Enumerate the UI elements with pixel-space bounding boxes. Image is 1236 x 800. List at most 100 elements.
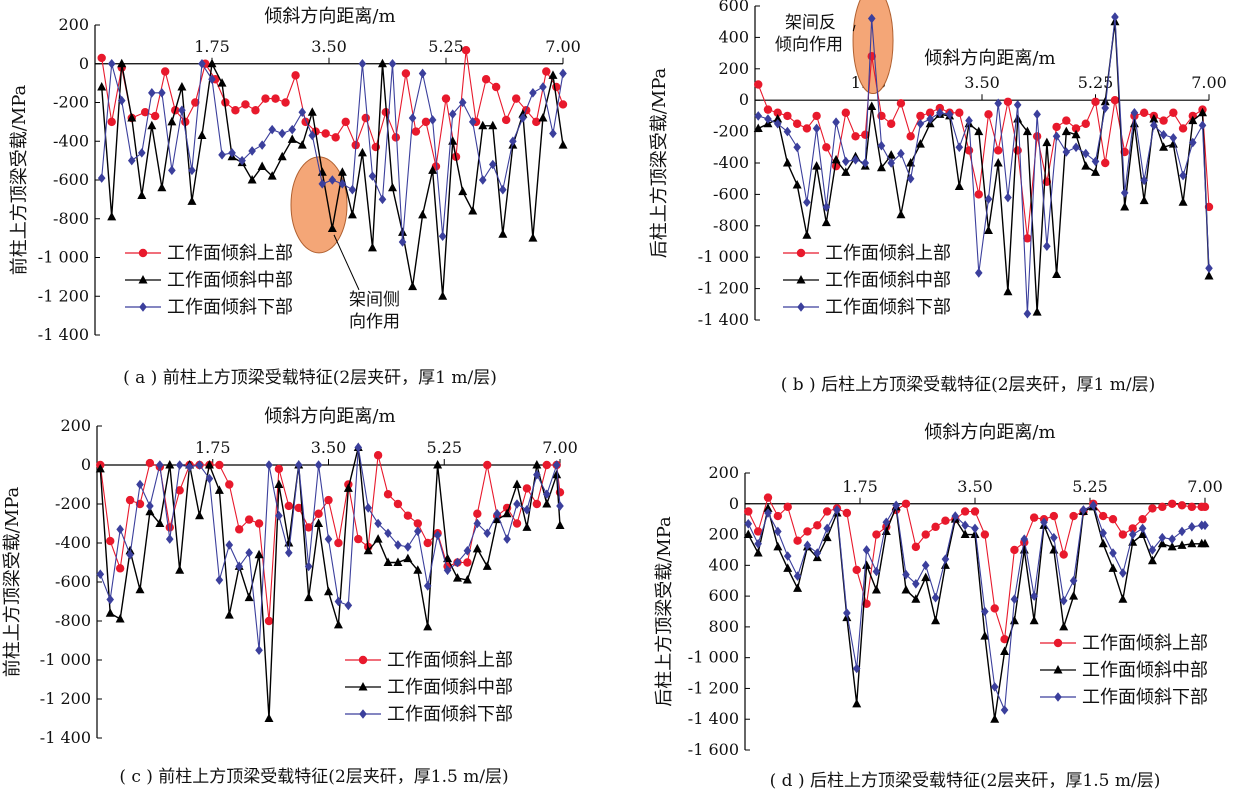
series-3-point <box>843 608 851 618</box>
series-1-point <box>911 542 921 552</box>
series-3-point <box>384 528 392 539</box>
series-3-point <box>744 518 753 529</box>
series-3-point <box>428 115 437 125</box>
series-2-point <box>753 548 763 557</box>
series-1-point <box>1138 514 1147 524</box>
series-3-point <box>493 508 501 519</box>
series-2-point <box>423 621 433 631</box>
series-2-point <box>307 107 317 116</box>
series-2-point <box>107 211 117 221</box>
series-1-point <box>984 110 993 119</box>
series-2-point <box>482 561 492 570</box>
legend-marker <box>797 302 805 312</box>
x-tick-label: 7.00 <box>542 438 578 457</box>
series-2-point <box>175 565 185 574</box>
series-2-point <box>224 610 234 619</box>
series-3-point <box>158 88 166 98</box>
series-2-point <box>413 565 423 574</box>
series-3-point <box>1119 568 1127 578</box>
series-3-point <box>258 140 266 150</box>
series-2-point <box>187 196 197 205</box>
series-2-point <box>1098 538 1108 548</box>
series-3-point <box>116 524 124 535</box>
series-3-point <box>404 542 412 552</box>
series-1-point <box>916 111 925 121</box>
series-3-point <box>1188 137 1197 148</box>
annotation-text: 架间反 <box>785 13 836 33</box>
series-2-point <box>783 563 793 572</box>
series-1-point <box>851 132 860 141</box>
series-3-point <box>195 460 204 470</box>
series-2-point <box>155 518 165 527</box>
series-3-point <box>862 545 871 555</box>
y-axis-title: 后柱上方顶梁受载/MPa <box>649 67 670 258</box>
legend-marker <box>796 275 806 284</box>
series-2-point <box>802 230 812 239</box>
series-3-point <box>413 526 422 537</box>
x-tick-label: 1.75 <box>195 438 231 457</box>
series-2-point <box>522 522 532 531</box>
series-3-point <box>990 682 999 692</box>
series-1-point <box>802 124 812 133</box>
y-tick-label: -400 <box>713 153 749 172</box>
series-2-point <box>1069 591 1079 600</box>
series-3-point <box>278 128 286 139</box>
legend-entry: 工作面倾斜下部 <box>387 704 513 725</box>
series-1-point <box>334 538 343 548</box>
y-tick-label: 600 <box>708 586 739 605</box>
series-3-point <box>1062 147 1071 157</box>
series-3-point <box>138 148 146 158</box>
series-2-point <box>1159 142 1169 151</box>
series-1-point <box>1098 511 1108 521</box>
series-3-point <box>225 540 234 550</box>
series-2-point <box>347 209 357 219</box>
x-tick-label: 3.50 <box>311 37 347 56</box>
series-3-point <box>1000 705 1009 715</box>
series-3-point <box>861 158 870 168</box>
series-3-point <box>887 158 895 168</box>
series-1-point <box>441 94 451 103</box>
series-3-point <box>812 123 821 134</box>
series-3-point <box>945 109 954 120</box>
chart-panel-a: 200 0 -200 -400 -600 -800 -1 000 -1 200 -1 400 1.… <box>9 6 581 388</box>
y-tick-label: 200 <box>58 15 89 34</box>
series-3-point <box>388 58 397 69</box>
series-3-point <box>981 606 989 617</box>
series-2-point <box>970 529 980 539</box>
series-1-point <box>461 45 471 55</box>
series-3-point <box>275 510 283 521</box>
series-2-point <box>195 510 205 520</box>
annotation-text: 倾向作用 <box>775 35 843 55</box>
series-1-point <box>773 108 782 117</box>
legend-marker <box>796 248 806 258</box>
series-1-point <box>792 119 802 128</box>
series-1-point <box>542 460 551 470</box>
series-2-point <box>383 557 393 566</box>
chart-panel-c: 200 0 -200 -400 -600 -800 -1 000 -1 200 -1 400 1.… <box>2 406 578 787</box>
legend-marker <box>358 655 368 665</box>
series-3-point <box>136 479 144 490</box>
series-3-point <box>519 113 527 123</box>
series-3-point <box>921 560 930 571</box>
series-3-point <box>255 645 263 656</box>
series-1-point <box>393 499 403 509</box>
series-2-point <box>343 483 353 492</box>
y-tick-label: -400 <box>55 533 91 552</box>
series-1-point <box>411 127 421 136</box>
series-1-point <box>1159 116 1168 125</box>
series-2-point <box>1061 126 1071 136</box>
series-2-point <box>458 186 468 196</box>
series-3-point <box>971 523 979 534</box>
series-2-point <box>753 123 763 132</box>
series-1-point <box>763 105 773 114</box>
series-3-point <box>523 505 531 515</box>
series-3-point <box>423 581 432 591</box>
series-3-point <box>178 105 186 116</box>
y-tick-label: -1 400 <box>40 728 91 747</box>
series-3-point <box>1089 500 1098 511</box>
series-3-point <box>394 540 402 550</box>
series-1-point <box>763 493 773 502</box>
series-2-point <box>512 479 522 488</box>
series-2-point <box>398 227 408 236</box>
series-3-point <box>418 68 427 79</box>
